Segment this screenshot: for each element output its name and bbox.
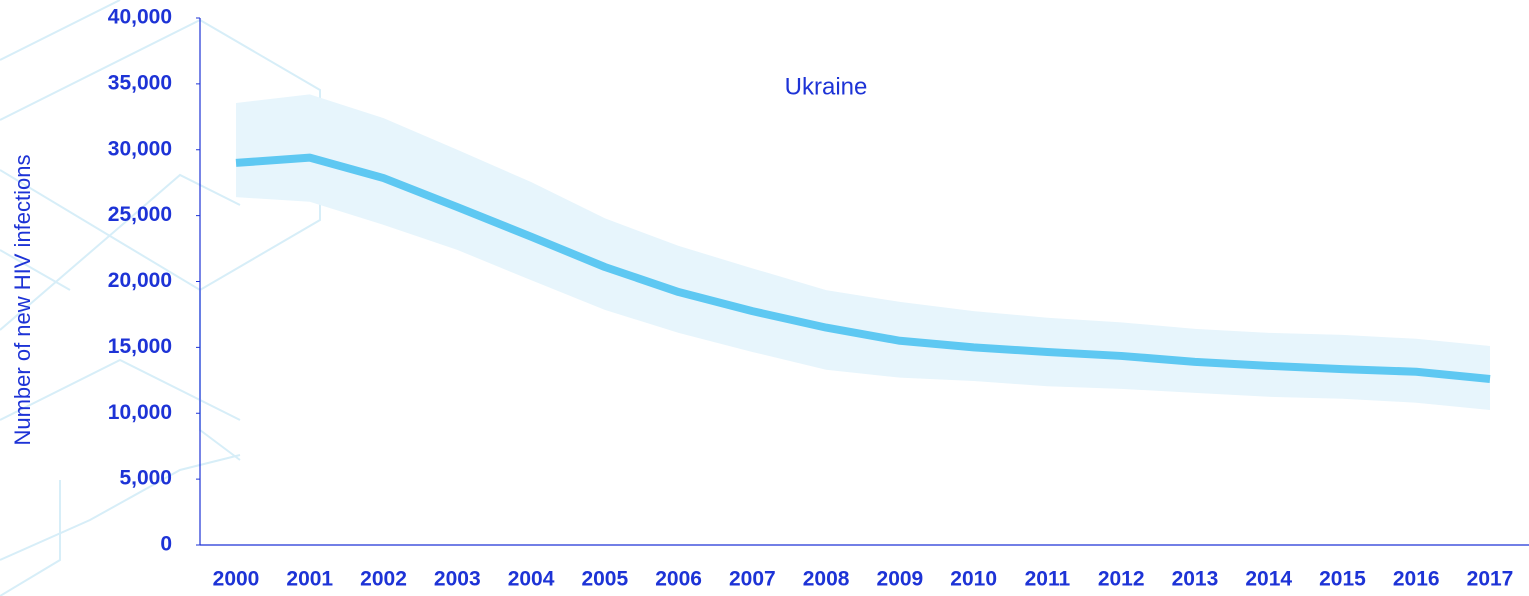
y-tick-label: 5,000 [119, 467, 172, 490]
x-tick-label: 2010 [950, 568, 997, 591]
y-tick-label: 25,000 [108, 203, 172, 226]
x-tick-label: 2003 [434, 568, 481, 591]
y-tick-label: 0 [160, 533, 172, 556]
y-tick-label: 35,000 [108, 71, 172, 94]
x-tick-label: 2000 [213, 568, 260, 591]
x-tick-label: 2004 [508, 568, 555, 591]
x-tick-label: 2001 [286, 568, 333, 591]
y-tick-label: 15,000 [108, 335, 172, 358]
y-axis-label: Number of new HIV infections [10, 154, 35, 445]
y-tick-label: 20,000 [108, 269, 172, 292]
x-tick-label: 2002 [360, 568, 407, 591]
x-tick-label: 2006 [655, 568, 702, 591]
y-tick-label: 10,000 [108, 401, 172, 424]
x-tick-label: 2017 [1467, 568, 1514, 591]
line [235, 153, 1491, 383]
chart-title: Ukraine [785, 73, 868, 100]
x-tick-label: 2009 [877, 568, 924, 591]
y-tick-label: 30,000 [108, 137, 172, 160]
x-tick-label: 2014 [1245, 568, 1292, 591]
x-tick-label: 2007 [729, 568, 776, 591]
x-tick-label: 2011 [1025, 568, 1071, 591]
x-tick-label: 2016 [1393, 568, 1440, 591]
x-tick-label: 2012 [1098, 568, 1145, 591]
x-tick-label: 2013 [1172, 568, 1219, 591]
y-tick-label: 40,000 [108, 6, 172, 29]
x-tick-label: 2005 [581, 568, 628, 591]
uncertainty-band [236, 94, 1490, 410]
x-tick-label: 2015 [1319, 568, 1366, 591]
x-tick-label: 2008 [803, 568, 850, 591]
